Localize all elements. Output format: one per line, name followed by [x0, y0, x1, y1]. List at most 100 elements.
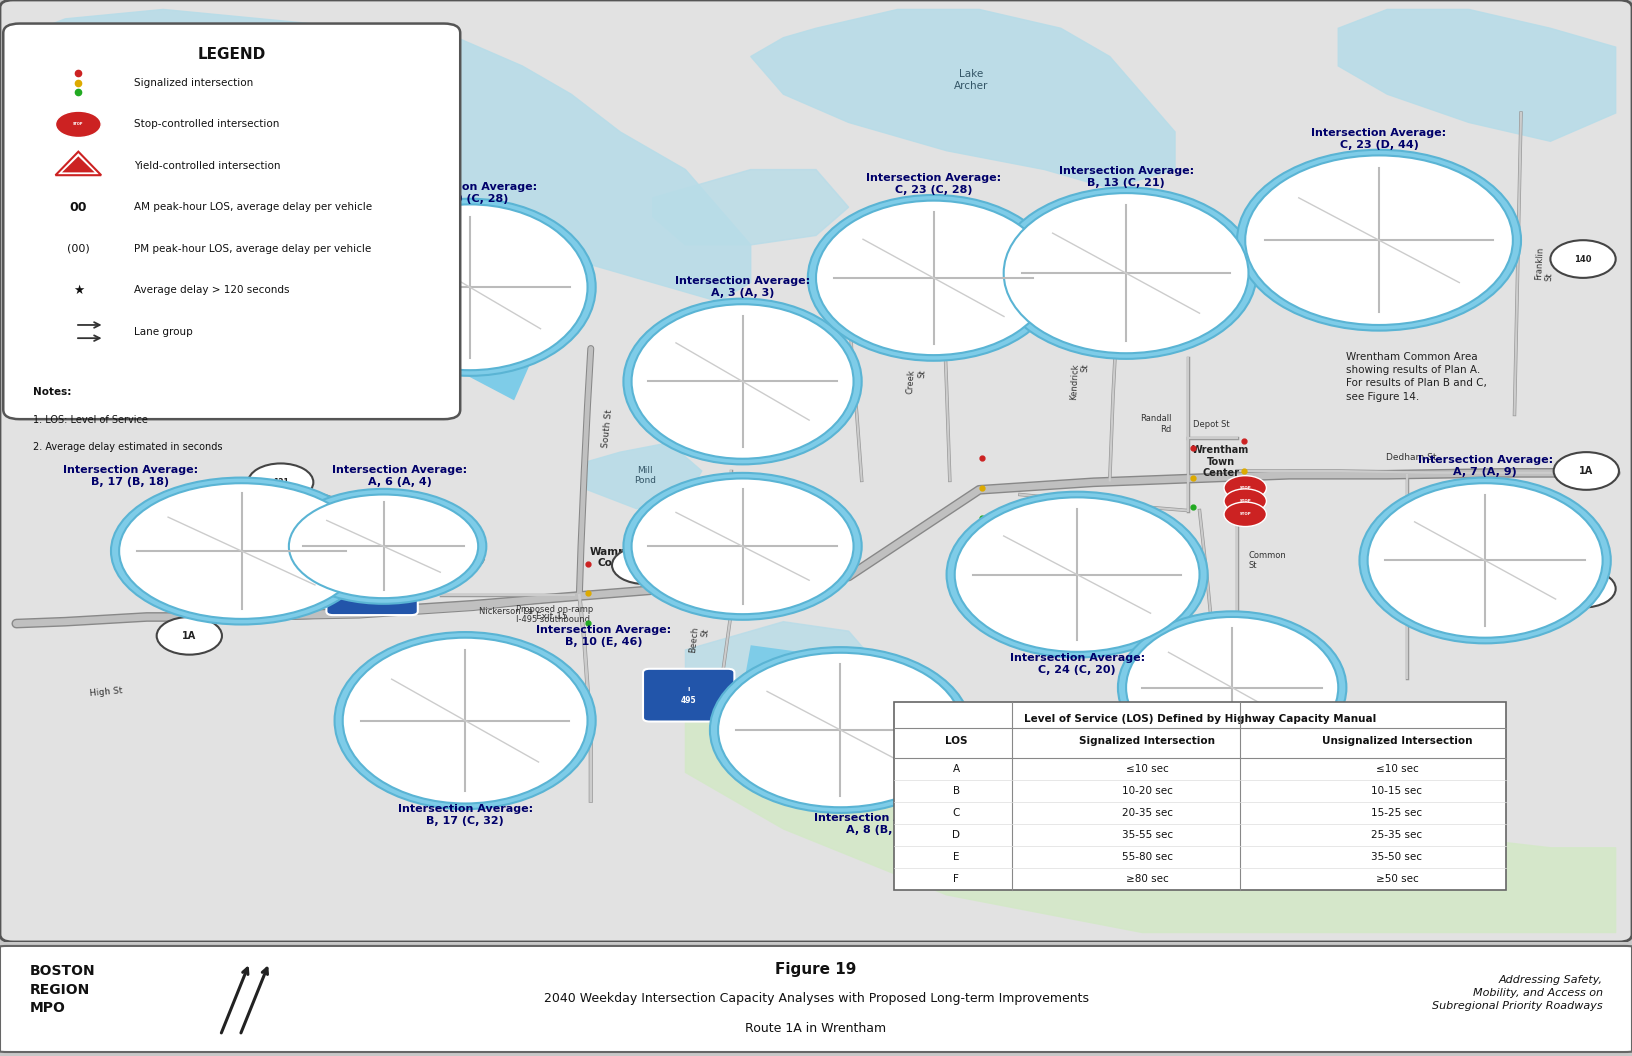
Text: 121: 121: [273, 477, 289, 487]
Polygon shape: [1338, 10, 1616, 142]
Circle shape: [1224, 489, 1266, 513]
Circle shape: [248, 464, 313, 502]
Text: Addressing Safety,
Mobility, and Access on
Subregional Priority Roadways: Addressing Safety, Mobility, and Access …: [1431, 975, 1603, 1012]
Text: Sumner Perry Dr: Sumner Perry Dr: [1067, 520, 1136, 529]
Text: Kendrick
St: Kendrick St: [1069, 363, 1090, 400]
Text: South St: South St: [601, 409, 614, 448]
Text: Intersection Average:
A, 3 (A, 3): Intersection Average: A, 3 (A, 3): [676, 277, 809, 298]
Polygon shape: [16, 10, 751, 301]
Text: C: C: [953, 808, 960, 818]
Text: Wampum
Corner: Wampum Corner: [589, 547, 645, 568]
Text: 1. LOS: Level of Service: 1. LOS: Level of Service: [33, 415, 147, 426]
Text: Gibbons Ln: Gibbons Ln: [692, 494, 705, 542]
FancyBboxPatch shape: [3, 23, 460, 419]
Text: Level of Service (LOS) Defined by Highway Capacity Manual: Level of Service (LOS) Defined by Highwa…: [1025, 714, 1376, 723]
Text: Lake
Pearl: Lake Pearl: [134, 102, 160, 124]
FancyBboxPatch shape: [643, 668, 734, 721]
Polygon shape: [374, 595, 428, 600]
Ellipse shape: [808, 195, 1059, 361]
Text: PM peak-hour LOS, average delay per vehicle: PM peak-hour LOS, average delay per vehi…: [134, 244, 370, 253]
Text: Intersection Average:
C, 24 (C, 20): Intersection Average: C, 24 (C, 20): [1010, 653, 1144, 675]
Ellipse shape: [1237, 150, 1521, 331]
Text: Intersection Average:
A, 7 (A, 9): Intersection Average: A, 7 (A, 9): [1418, 455, 1552, 477]
Text: F: F: [953, 874, 960, 884]
Text: Intersection Average:
B, 13 (C, 21): Intersection Average: B, 13 (C, 21): [1059, 166, 1193, 188]
Text: 1A: 1A: [1580, 466, 1593, 476]
Text: D: D: [953, 830, 960, 841]
Text: Depot St: Depot St: [1193, 419, 1229, 429]
Polygon shape: [62, 156, 95, 172]
Text: 25-35 sec: 25-35 sec: [1371, 830, 1423, 841]
Text: Exit 15: Exit 15: [535, 612, 568, 622]
Text: Wrentham Common Area
showing results of Plan A.
For results of Plan B and C,
see: Wrentham Common Area showing results of …: [1346, 352, 1487, 401]
Text: Intersection Average:
B, 17 (B, 18): Intersection Average: B, 17 (B, 18): [64, 465, 197, 487]
Ellipse shape: [1004, 193, 1248, 353]
Ellipse shape: [1118, 611, 1346, 763]
FancyBboxPatch shape: [0, 0, 1632, 942]
Text: Yield-controlled intersection: Yield-controlled intersection: [134, 161, 281, 171]
Ellipse shape: [947, 492, 1208, 658]
Text: 10-15 sec: 10-15 sec: [1371, 787, 1423, 796]
Circle shape: [1550, 240, 1616, 278]
Text: B: B: [953, 787, 960, 796]
Text: E: E: [953, 852, 960, 862]
Text: 1A: 1A: [183, 630, 196, 641]
Text: Randall
Rd: Randall Rd: [1141, 414, 1172, 434]
Text: 35-55 sec: 35-55 sec: [1121, 830, 1173, 841]
FancyBboxPatch shape: [326, 563, 418, 615]
Text: STOP: STOP: [1239, 512, 1252, 516]
Ellipse shape: [623, 473, 862, 620]
Circle shape: [710, 564, 752, 589]
Text: Figure 19: Figure 19: [775, 962, 857, 977]
Polygon shape: [685, 622, 881, 706]
Polygon shape: [462, 363, 530, 400]
Text: Intersection Average:
A, 8 (B, 12): Intersection Average: A, 8 (B, 12): [814, 813, 948, 835]
Circle shape: [1550, 570, 1616, 607]
Polygon shape: [245, 609, 312, 622]
Ellipse shape: [1359, 477, 1611, 643]
Polygon shape: [751, 10, 1175, 188]
Text: Mill
Pond: Mill Pond: [633, 466, 656, 486]
Ellipse shape: [281, 489, 486, 604]
FancyBboxPatch shape: [0, 946, 1632, 1052]
Circle shape: [1224, 475, 1266, 501]
Text: Common
St: Common St: [1248, 551, 1286, 570]
Text: ≥50 sec: ≥50 sec: [1376, 874, 1418, 884]
Text: 140: 140: [1575, 254, 1591, 264]
Ellipse shape: [710, 647, 971, 813]
Text: Wrentham
State
Forest: Wrentham State Forest: [1033, 831, 1089, 865]
Text: Intersection Average:
B, 10 (E, 46): Intersection Average: B, 10 (E, 46): [537, 625, 671, 647]
Polygon shape: [710, 610, 775, 615]
Circle shape: [55, 111, 101, 137]
Text: Dedham St: Dedham St: [1387, 453, 1436, 461]
Text: 1A: 1A: [638, 560, 651, 570]
Text: Lake
Archer: Lake Archer: [953, 70, 989, 91]
Text: Wrentham
Town
Center: Wrentham Town Center: [1191, 445, 1250, 478]
Text: ★: ★: [73, 284, 83, 297]
Text: 20-35 sec: 20-35 sec: [1121, 808, 1173, 818]
Text: ≤10 sec: ≤10 sec: [1126, 765, 1169, 774]
Ellipse shape: [1126, 617, 1338, 758]
Text: ≥80 sec: ≥80 sec: [1126, 874, 1169, 884]
Ellipse shape: [996, 188, 1257, 359]
Text: West St: West St: [400, 570, 436, 583]
Text: Intersection Average:
C, 23 (D, 44): Intersection Average: C, 23 (D, 44): [1312, 129, 1446, 150]
Polygon shape: [653, 170, 849, 245]
Text: Nickerson La: Nickerson La: [478, 606, 534, 616]
Text: STOP: STOP: [1239, 499, 1252, 503]
Text: Creek
St: Creek St: [906, 369, 927, 395]
Text: LEGEND: LEGEND: [197, 48, 266, 62]
Text: Route 1A in Wrentham: Route 1A in Wrentham: [746, 1022, 886, 1035]
Circle shape: [157, 617, 222, 655]
Text: Beech
St: Beech St: [687, 626, 710, 655]
Ellipse shape: [111, 477, 372, 624]
Text: East St: East St: [1423, 580, 1452, 588]
Ellipse shape: [718, 653, 963, 807]
Ellipse shape: [1245, 155, 1513, 325]
Text: Franklin
St: Franklin St: [1534, 247, 1555, 281]
Ellipse shape: [632, 304, 854, 458]
Polygon shape: [728, 455, 793, 460]
Text: Average delay > 120 seconds: Average delay > 120 seconds: [134, 285, 289, 295]
Text: STOP: STOP: [1239, 486, 1252, 490]
Text: High St: High St: [90, 686, 122, 698]
